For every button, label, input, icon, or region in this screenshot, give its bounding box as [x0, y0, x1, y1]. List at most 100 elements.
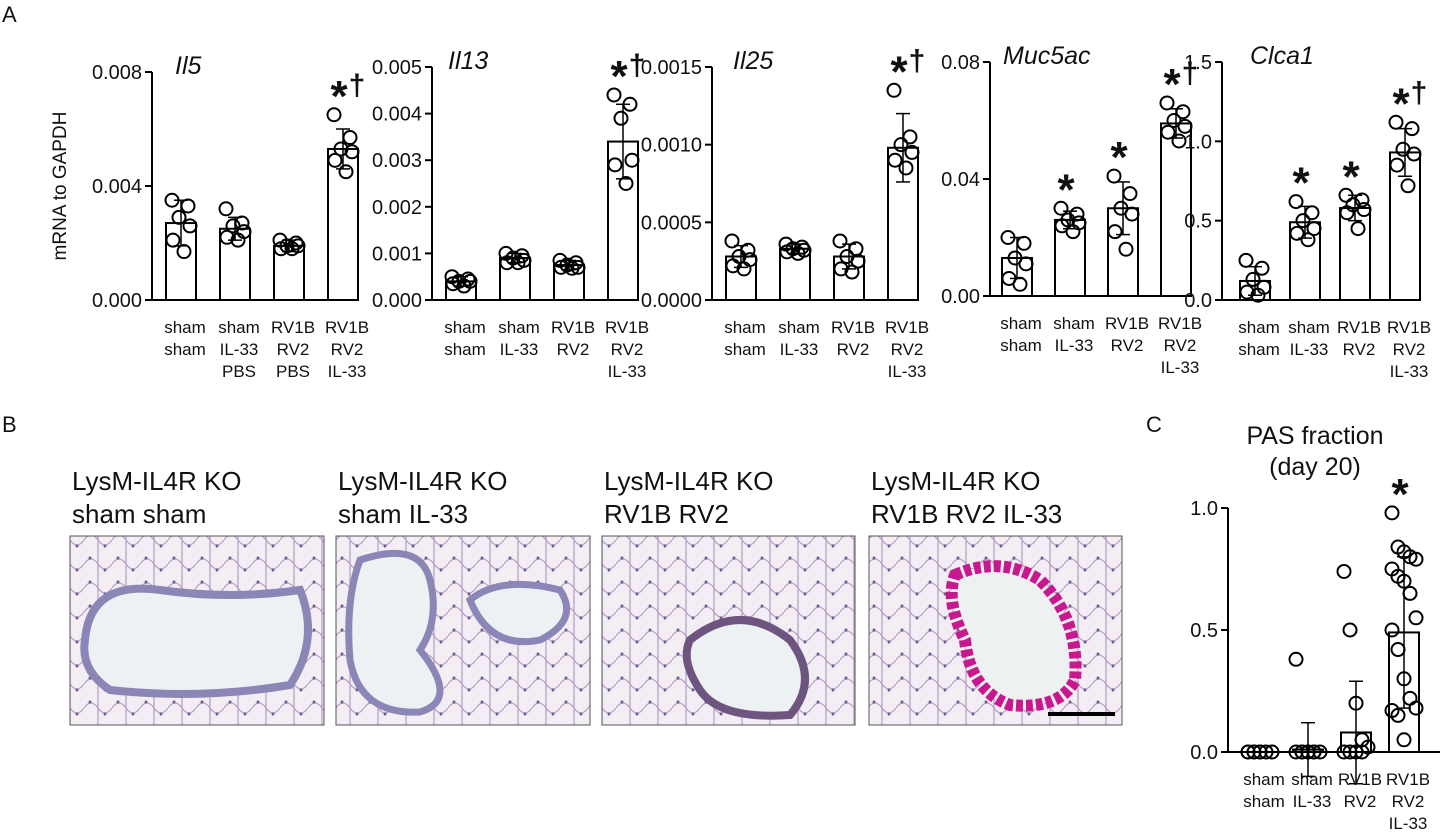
data-point [618, 176, 634, 191]
y-tick-label: 0.0 [1190, 742, 1218, 764]
data-point [219, 229, 235, 245]
data-point [456, 278, 472, 294]
airway [465, 580, 571, 646]
y-tick-label: 0.003 [372, 150, 422, 172]
x-tick-label: RV2 [1111, 336, 1144, 355]
x-tick-label: RV2 [331, 340, 364, 359]
x-tick-label: RV2 [1393, 340, 1426, 359]
y-tick-label: 0.08 [941, 52, 980, 74]
chart-title: Il5 [175, 52, 202, 80]
data-point [1159, 95, 1175, 111]
data-point [1306, 744, 1322, 760]
x-tick-label: RV2 [1392, 792, 1425, 811]
x-tick-label: IL-33 [220, 340, 259, 359]
y-tick-label: 0.0010 [641, 135, 702, 157]
x-tick-label: RV2 [837, 340, 870, 359]
data-point [338, 164, 354, 180]
data-point [230, 232, 246, 248]
data-point [342, 130, 358, 146]
data-point [1400, 178, 1416, 194]
x-tick-label: RV2 [277, 340, 310, 359]
data-point [1012, 276, 1028, 292]
y-tick-label: 0.5 [1190, 620, 1218, 642]
significance-marker: * [1342, 152, 1360, 201]
micrograph-title: LysM-IL4R KO [871, 466, 1041, 496]
data-point [613, 110, 629, 126]
micrograph-title: RV1B RV2 [604, 499, 729, 529]
bar [327, 147, 359, 301]
y-tick-label: 1.0 [1184, 131, 1212, 153]
y-tick-label: 0.0005 [641, 212, 702, 234]
airway [345, 549, 444, 716]
data-point [606, 87, 622, 103]
x-tick-label: RV1B [325, 318, 369, 337]
data-point [902, 129, 918, 145]
data-point [326, 107, 342, 123]
x-tick-label: sham [1053, 314, 1095, 333]
chart-title: Il25 [733, 47, 773, 75]
data-point [1388, 114, 1404, 130]
data-point [333, 141, 349, 157]
data-point [164, 192, 180, 208]
data-point [1106, 168, 1122, 184]
airway [945, 560, 1082, 712]
data-point [1245, 271, 1261, 287]
bar [1107, 207, 1139, 297]
data-point [1018, 256, 1034, 272]
data-point [1390, 707, 1406, 723]
significance-marker: * [1392, 79, 1410, 128]
data-point [1254, 260, 1270, 276]
x-tick-label: RV1B [1105, 314, 1149, 333]
significance-marker: * [1391, 470, 1409, 519]
x-tick-label: IL-33 [328, 362, 367, 381]
x-tick-label: RV1B [1158, 314, 1202, 333]
significance-marker: * [1163, 60, 1181, 109]
data-point [886, 82, 902, 98]
significance-marker: † [349, 69, 366, 102]
data-point [1342, 622, 1358, 638]
chart-title: PAS fraction [1246, 422, 1383, 450]
data-point [1306, 221, 1322, 237]
x-tick-label: sham [1243, 770, 1285, 789]
x-tick-label: sham [498, 318, 540, 337]
data-point [1239, 284, 1255, 300]
x-tick-label: IL-33 [888, 362, 927, 381]
significance-marker: * [1110, 133, 1128, 182]
data-point [1354, 192, 1370, 208]
data-point [1122, 186, 1138, 202]
data-point [1000, 230, 1016, 245]
data-point [1252, 744, 1268, 760]
y-tick-label: 0.0 [1184, 290, 1212, 312]
data-point [1350, 221, 1366, 237]
x-tick-label: RV2 [557, 340, 590, 359]
data-point [1390, 642, 1406, 658]
significance-marker: * [330, 72, 348, 121]
x-tick-label: RV1B [1337, 318, 1381, 337]
x-tick-label: RV1B [551, 318, 595, 337]
micrograph-3: LysM-IL4R KO RV1B RV2 [601, 466, 856, 726]
data-point [1404, 121, 1420, 137]
data-point [1396, 573, 1412, 589]
x-tick-label: RV2 [1344, 792, 1377, 811]
significance-marker: † [629, 49, 646, 82]
data-point [1288, 651, 1304, 667]
data-point [499, 255, 515, 271]
data-point [327, 152, 343, 168]
x-tick-label: IL-33 [1390, 362, 1429, 381]
y-tick-label: 0.00 [941, 286, 980, 308]
data-point [1339, 205, 1355, 221]
data-point [1338, 187, 1354, 203]
y-tick-label: 0.004 [372, 104, 422, 126]
y-tick-label: 1.0 [1190, 498, 1218, 520]
data-point [724, 233, 740, 249]
data-point [1348, 744, 1364, 760]
x-tick-label: IL-33 [780, 340, 819, 359]
data-point [1384, 622, 1400, 638]
y-tick-label: 0.000 [372, 290, 422, 312]
panel-label: C [1146, 412, 1162, 437]
y-axis-label: mRNA to GAPDH [50, 112, 71, 261]
data-point [553, 259, 569, 275]
micrograph-title: RV1B RV2 IL-33 [871, 499, 1062, 529]
data-point [1396, 732, 1412, 748]
data-point [180, 198, 196, 214]
